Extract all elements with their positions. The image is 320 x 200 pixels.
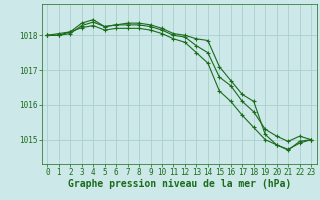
X-axis label: Graphe pression niveau de la mer (hPa): Graphe pression niveau de la mer (hPa) — [68, 179, 291, 189]
